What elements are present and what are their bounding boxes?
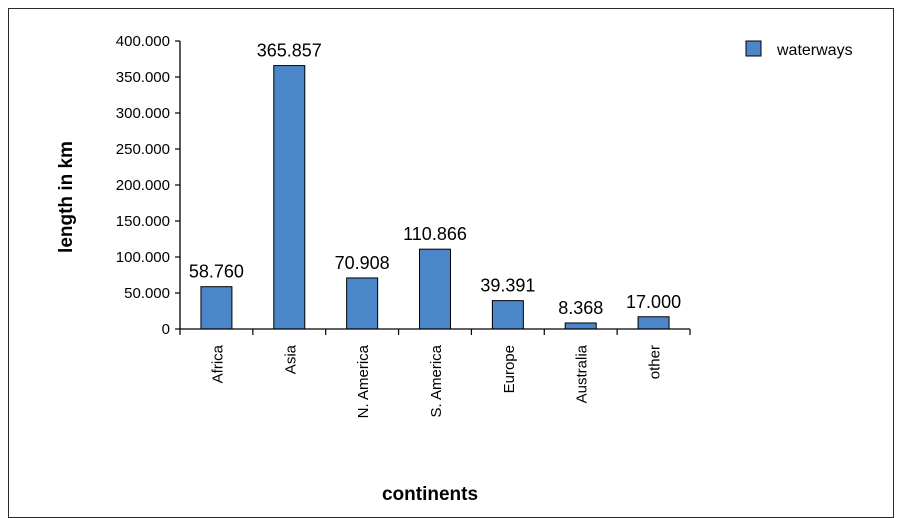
x-tick-label: S. America [428,344,445,417]
bar [491,300,524,330]
x-tick-label: Africa [209,344,226,383]
x-axis-title: continents [382,484,478,505]
legend-swatch [745,40,762,57]
x-tick-label: N. America [355,344,372,418]
y-tick-label: 150.000 [116,213,170,230]
data-label: 39.391 [480,276,535,296]
x-tick-label: Asia [282,344,299,374]
y-tick-label: 300.000 [116,105,170,122]
data-label: 8.368 [558,298,603,318]
bar [273,65,306,330]
y-tick-label: 200.000 [116,177,170,194]
x-axis-ticks: Africa Asia N. America S. America Europe Aust… [179,329,691,418]
legend: waterways [745,40,853,59]
bar [564,322,597,330]
y-tick-label: 100.000 [116,249,170,266]
y-axis-title: length in km [56,141,77,253]
data-label: 365.857 [257,41,322,61]
data-label: 70.908 [335,253,390,273]
y-tick-label: 0 [162,321,170,338]
bar-series: 58.760 365.857 70.908 110.866 39.391 8.368 17.… [189,41,681,330]
bar [419,248,451,330]
y-tick-label: 250.000 [116,141,170,158]
y-tick-label: 350.000 [116,69,170,86]
bar [200,286,233,330]
data-label: 17.000 [626,292,681,312]
data-label: 58.760 [189,262,244,282]
y-tick-label: 400.000 [116,33,170,50]
x-tick-label: Europe [501,345,518,393]
y-axis-ticks: 0 50.000 100.000 150.000 200.000 250.000 300.0… [116,33,180,338]
x-tick-label: other [647,345,664,379]
bar [637,316,670,330]
data-label: 110.866 [403,224,467,244]
bar [346,277,379,330]
x-tick-label: Australia [574,344,591,403]
legend-label: waterways [776,42,853,59]
y-tick-label: 50.000 [124,285,170,302]
